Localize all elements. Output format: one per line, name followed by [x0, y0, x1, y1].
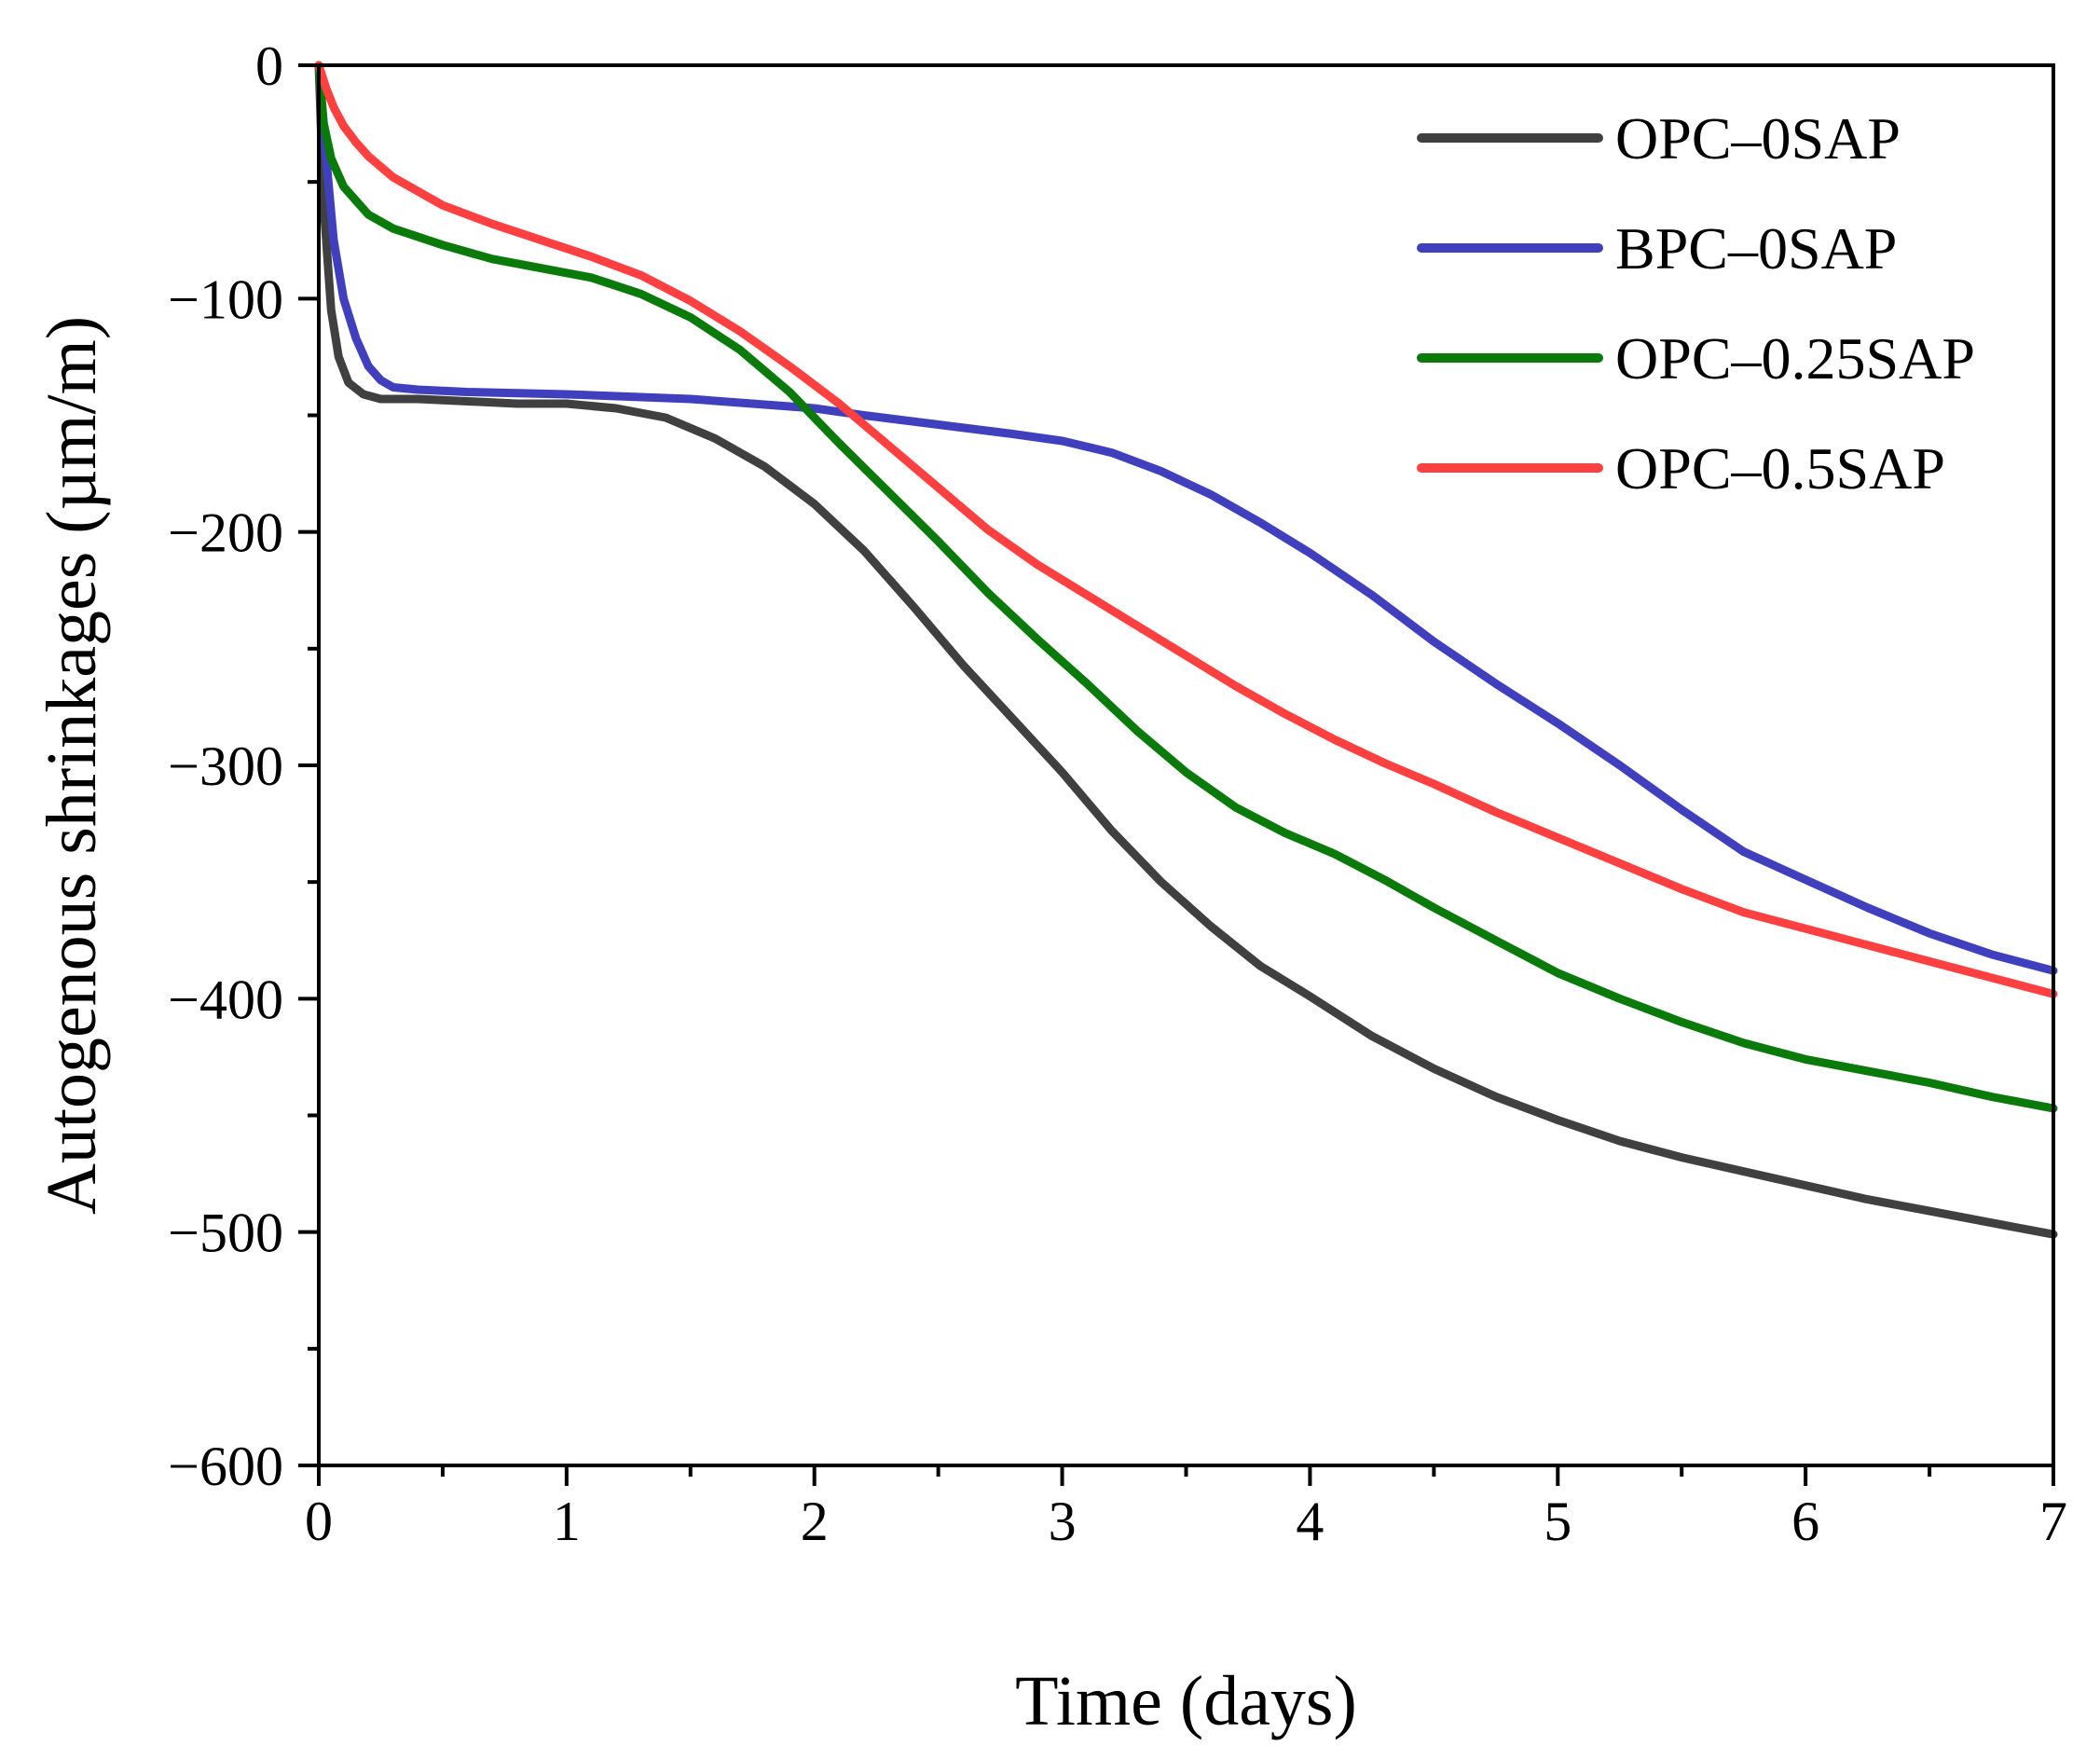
y-axis: 0 −100 −200 −300 −400 −500 −600: [168, 35, 319, 1497]
x-tick-label: 7: [2039, 1491, 2067, 1552]
series-layer: [314, 61, 2058, 1239]
x-tick-label: 1: [553, 1491, 581, 1552]
y-tick-label: −200: [168, 502, 283, 564]
x-tick-label: 0: [305, 1491, 333, 1552]
y-tick-label: −600: [168, 1436, 283, 1497]
series-line-0: [314, 61, 2058, 1239]
y-tick-label: −500: [168, 1203, 283, 1264]
x-axis-title: Time (days): [1015, 1662, 1357, 1740]
legend-label-3: OPC–0.5SAP: [1615, 435, 1945, 502]
y-axis-title: Autogenous shrinkages (µm/m): [33, 316, 111, 1215]
y-tick-label: −400: [168, 969, 283, 1030]
legend-label-1: BPC–0SAP: [1615, 215, 1897, 282]
x-tick-label: 4: [1296, 1491, 1324, 1552]
legend: OPC–0SAP BPC–0SAP OPC–0.25SAP OPC–0.5SAP: [1417, 105, 1975, 502]
x-axis: 0 1 2 3 4 5 6 7: [305, 1465, 2067, 1552]
y-tick-label: 0: [255, 35, 283, 97]
x-tick-label: 6: [1791, 1491, 1819, 1552]
y-tick-label: −100: [168, 268, 283, 330]
series-line-3: [314, 61, 2058, 998]
y-tick-label: −300: [168, 736, 283, 797]
legend-label-2: OPC–0.25SAP: [1615, 325, 1975, 392]
series-line-1: [314, 61, 2058, 975]
legend-label-0: OPC–0SAP: [1615, 105, 1901, 172]
series-line-2: [314, 61, 2058, 1113]
x-tick-label: 3: [1049, 1491, 1077, 1552]
x-tick-label: 5: [1544, 1491, 1572, 1552]
x-tick-label: 2: [801, 1491, 829, 1552]
